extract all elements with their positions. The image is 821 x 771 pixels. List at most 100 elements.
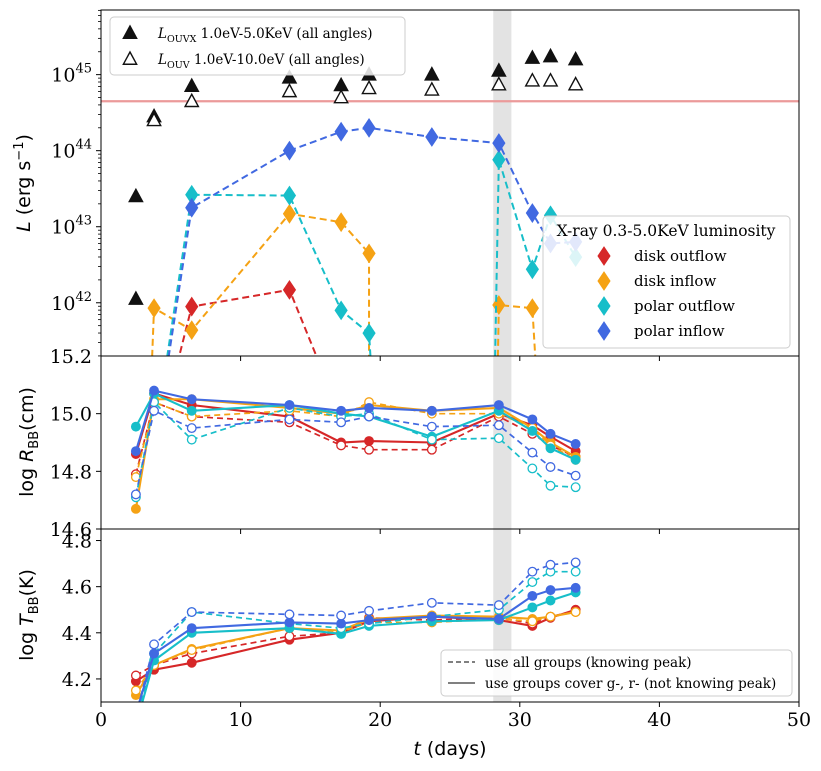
radius-point-polar_inflow-solid bbox=[284, 400, 295, 410]
temperature-point-polar_inflow-dashed bbox=[545, 559, 556, 570]
x-tick-label: 40 bbox=[647, 709, 671, 731]
luv-point bbox=[567, 76, 584, 91]
xray-point-polar_inflow bbox=[425, 127, 439, 147]
xray-point-polar_inflow bbox=[492, 133, 506, 153]
radius-point-polar_inflow-solid bbox=[570, 438, 581, 449]
legend-label-polar_inflow: polar inflow bbox=[634, 322, 725, 340]
temperature-point-disk_inflow-dashed bbox=[186, 645, 197, 656]
xray-point-polar_outflow_late bbox=[492, 149, 506, 170]
xray-line-polar_inflow bbox=[167, 126, 576, 356]
temperature-point-polar_inflow-solid bbox=[570, 582, 581, 593]
legend-label-solid: use groups cover g-, r- (not knowing pea… bbox=[485, 676, 776, 692]
xray-point-disk_inflow bbox=[147, 298, 161, 318]
radius-point-polar_inflow-dashed bbox=[336, 417, 347, 428]
luvx-point bbox=[524, 49, 541, 64]
temperature-point-disk_outflow-solid bbox=[186, 657, 197, 668]
radius-point-polar_inflow-solid bbox=[493, 400, 504, 410]
xray-point-polar_inflow bbox=[362, 117, 376, 138]
radius-point-polar_outflow-solid bbox=[130, 421, 141, 432]
radius-point-disk_outflow-dashed bbox=[364, 444, 374, 455]
x-tick-label: 30 bbox=[508, 709, 532, 731]
radius-point-polar_inflow-dashed bbox=[186, 423, 197, 434]
xray-point-disk_outflow bbox=[185, 296, 199, 317]
radius-line-disk_inflow-dashed bbox=[135, 400, 577, 478]
radius-point-polar_inflow-solid bbox=[545, 428, 556, 439]
radius-point-polar_inflow-solid bbox=[527, 414, 538, 425]
legend-label-uvx: LOUVX 1.0eV-5.0KeV (all angles) bbox=[157, 26, 373, 45]
luvx-point bbox=[424, 66, 440, 81]
legend-label-disk_outflow: disk outflow bbox=[634, 247, 727, 265]
radius-point-polar_outflow-dashed bbox=[570, 482, 581, 493]
temperature-point-polar_inflow-dashed bbox=[149, 639, 159, 650]
top-panel-series bbox=[128, 47, 584, 356]
bottom-y-tick-label: 4.6 bbox=[62, 577, 92, 599]
temperature-point-polar_inflow-dashed bbox=[364, 605, 374, 616]
radius-point-polar_outflow-solid bbox=[186, 405, 197, 416]
radius-point-disk_outflow-solid bbox=[364, 436, 374, 447]
radius-point-polar_inflow-solid bbox=[336, 405, 347, 416]
x-tick-label: 20 bbox=[368, 709, 392, 731]
radius-point-polar_inflow-dashed bbox=[284, 414, 295, 425]
temperature-point-polar_outflow-solid bbox=[132, 721, 141, 730]
radius-point-polar_inflow-dashed bbox=[570, 470, 581, 481]
bottom-y-tick-label: 4.4 bbox=[62, 623, 92, 645]
radius-point-polar_inflow-dashed bbox=[149, 405, 159, 416]
xray-point-polar_inflow bbox=[525, 203, 539, 223]
luv-point bbox=[491, 76, 507, 91]
temperature-point-polar_inflow-dashed bbox=[132, 712, 141, 721]
top-y-tick-label: 1045 bbox=[51, 62, 92, 87]
luvx-point bbox=[542, 47, 559, 63]
radius-point-polar_inflow-solid bbox=[149, 385, 159, 396]
xray-line-disk_inflow bbox=[151, 212, 371, 356]
temperature-point-polar_inflow-solid bbox=[336, 618, 347, 629]
radius-point-polar_outflow-dashed bbox=[545, 480, 556, 491]
radius-point-polar_outflow-dashed bbox=[493, 433, 504, 444]
temperature-point-polar_outflow-dashed bbox=[527, 577, 538, 588]
temperature-point-polar_outflow-solid bbox=[527, 602, 538, 613]
radius-point-polar_inflow-solid bbox=[186, 394, 197, 405]
temperature-point-polar_inflow-solid bbox=[186, 623, 197, 634]
radius-point-polar_inflow-dashed bbox=[130, 489, 141, 500]
radius-point-polar_inflow-solid bbox=[426, 405, 437, 416]
legend-marker-disk_inflow bbox=[597, 271, 611, 291]
middle-y-axis-label: log RBB(cm) bbox=[16, 387, 42, 497]
temperature-point-polar_inflow-solid bbox=[493, 614, 504, 624]
xray-point-disk_inflow_late bbox=[525, 298, 539, 318]
temperature-point-disk_inflow-dashed bbox=[570, 607, 581, 617]
temperature-point-polar_inflow-dashed bbox=[336, 610, 347, 621]
radius-panel-series bbox=[130, 385, 581, 514]
temperature-point-polar_inflow-solid bbox=[364, 615, 374, 626]
radius-point-polar_inflow-solid bbox=[364, 402, 374, 413]
legend-label-disk_inflow: disk inflow bbox=[634, 272, 716, 290]
bottom-y-tick-label: 4.8 bbox=[62, 531, 92, 553]
luv-point bbox=[146, 111, 162, 127]
middle-panel-frame bbox=[100, 355, 800, 530]
temperature-point-polar_outflow-dashed bbox=[570, 566, 581, 577]
legend-marker-polar_inflow bbox=[597, 321, 611, 341]
radius-point-polar_inflow-dashed bbox=[364, 411, 374, 422]
style-legend-box bbox=[440, 649, 793, 697]
luv-point bbox=[361, 79, 377, 95]
luvx-point bbox=[333, 76, 349, 92]
radius-point-polar_outflow-solid bbox=[527, 426, 538, 436]
luv-point bbox=[183, 92, 200, 108]
temperature-point-polar_inflow-dashed bbox=[426, 597, 437, 608]
radius-point-polar_outflow-solid bbox=[545, 443, 556, 454]
luv-point bbox=[333, 88, 349, 104]
luv-point bbox=[524, 72, 541, 87]
radius-point-disk_outflow-dashed bbox=[336, 440, 347, 451]
xray-line-disk_inflow_late bbox=[496, 303, 537, 356]
luv-point bbox=[542, 72, 559, 87]
radius-point-polar_inflow-dashed bbox=[493, 420, 504, 431]
top-y-tick-label: 1042 bbox=[51, 290, 92, 315]
radius-point-polar_inflow-dashed bbox=[426, 421, 437, 432]
xray-point-polar_inflow bbox=[282, 140, 297, 161]
radius-point-polar_outflow-dashed bbox=[426, 434, 437, 445]
temperature-point-disk_inflow-dashed bbox=[545, 611, 556, 622]
legend-label-uv: LOUV 1.0eV-10.0eV (all angles) bbox=[157, 52, 365, 71]
x-tick-label: 50 bbox=[787, 709, 811, 731]
luv-legend-box bbox=[109, 16, 406, 76]
temperature-point-polar_outflow-dashed bbox=[132, 716, 141, 725]
temperature-panel-series bbox=[130, 557, 581, 730]
